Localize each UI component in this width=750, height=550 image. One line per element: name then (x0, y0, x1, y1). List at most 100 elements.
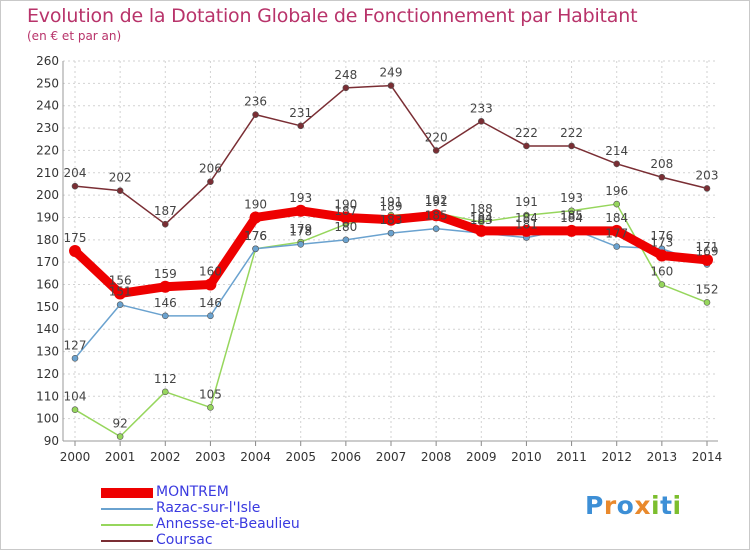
data-label: 187 (154, 204, 177, 218)
data-point (703, 299, 711, 306)
series-coursac (71, 82, 711, 228)
x-tick-label: 2005 (285, 450, 316, 464)
data-point (568, 207, 575, 215)
x-tick-label: 2009 (466, 450, 497, 464)
data-label: 192 (425, 193, 448, 207)
y-tick-label: 190 (36, 210, 59, 224)
data-label: 112 (154, 372, 177, 386)
data-label: 233 (470, 101, 493, 115)
data-point (114, 287, 127, 300)
data-label: 202 (109, 171, 132, 185)
data-label: 169 (696, 244, 719, 258)
data-point (71, 182, 79, 190)
data-point (252, 111, 259, 118)
data-point (297, 122, 305, 130)
data-label: 183 (380, 213, 403, 227)
y-tick-label: 220 (36, 143, 59, 157)
proxiti-logo: Proxiti (585, 491, 682, 520)
data-label: 151 (109, 285, 132, 299)
y-tick-label: 180 (36, 233, 59, 247)
data-label: 184 (560, 211, 583, 225)
series-razac-sur-l-isle (71, 225, 711, 362)
data-label: 190 (244, 197, 267, 211)
data-point (610, 224, 623, 237)
data-label: 189 (380, 200, 403, 214)
data-label: 179 (289, 222, 312, 236)
legend-swatch (101, 508, 153, 510)
data-label: 196 (605, 184, 628, 198)
data-point (568, 142, 575, 150)
data-point (613, 200, 621, 208)
data-label: 214 (605, 144, 628, 158)
x-tick-label: 2007 (376, 450, 407, 464)
data-label: 127 (64, 338, 87, 352)
data-label: 249 (380, 66, 403, 80)
data-point (252, 245, 259, 253)
data-point (161, 312, 169, 320)
data-point (297, 240, 305, 248)
data-label: 176 (244, 229, 267, 243)
data-label: 236 (244, 95, 267, 109)
data-point (520, 224, 533, 237)
data-label: 160 (650, 265, 673, 279)
data-point (565, 224, 578, 237)
data-point (71, 354, 79, 362)
x-tick-label: 2003 (195, 450, 226, 464)
y-tick-label: 200 (36, 188, 59, 202)
data-label: 203 (696, 168, 719, 182)
data-label: 176 (244, 229, 267, 243)
data-point (655, 249, 668, 262)
data-label: 160 (199, 265, 222, 279)
data-label: 222 (515, 126, 538, 140)
data-label: 156 (109, 273, 132, 287)
data-point (207, 178, 214, 186)
data-label: 184 (605, 211, 628, 225)
data-point (475, 224, 488, 237)
data-label: 105 (199, 387, 222, 401)
x-tick-label: 2014 (692, 450, 723, 464)
data-point (701, 253, 713, 266)
data-label: 104 (64, 390, 87, 404)
data-label: 183 (470, 213, 493, 227)
x-tick-label: 2002 (150, 450, 181, 464)
data-point (432, 147, 440, 154)
data-label: 159 (154, 267, 177, 281)
data-point (69, 245, 81, 257)
series-layer (69, 82, 713, 440)
data-label: 193 (560, 191, 583, 205)
data-point (116, 433, 124, 440)
data-label: 173 (650, 235, 673, 249)
data-point (71, 406, 79, 414)
y-tick-label: 90 (44, 434, 59, 448)
x-tick-label: 2001 (105, 450, 136, 464)
y-tick-label: 230 (36, 121, 59, 135)
data-label: 222 (560, 126, 583, 140)
data-point (385, 213, 397, 226)
data-point (387, 82, 395, 89)
data-label: 180 (334, 220, 357, 234)
data-label: 152 (696, 282, 719, 296)
data-point (703, 185, 711, 192)
data-point (159, 280, 172, 293)
x-tick-label: 2000 (60, 450, 91, 464)
legend-swatch (101, 540, 153, 542)
data-point (342, 236, 350, 244)
data-point (116, 301, 124, 308)
y-tick-label: 150 (36, 300, 59, 314)
data-point (477, 118, 485, 125)
chart-title: Evolution de la Dotation Globale de Fonc… (27, 5, 638, 27)
legend-label: MONTREM (156, 484, 229, 500)
axis-layer: 90 100 110 120 130 140 150 160 170 180 190 200 210 22… (36, 54, 722, 464)
data-label: 177 (605, 227, 628, 241)
y-tick-label: 210 (36, 166, 59, 180)
grid-layer (63, 60, 718, 442)
data-label: 208 (650, 157, 673, 171)
data-label: 178 (289, 224, 312, 238)
legend-swatch (101, 488, 153, 498)
y-tick-label: 140 (36, 322, 59, 336)
data-point (613, 160, 621, 168)
data-label: 191 (515, 195, 538, 209)
y-tick-label: 130 (36, 345, 59, 359)
